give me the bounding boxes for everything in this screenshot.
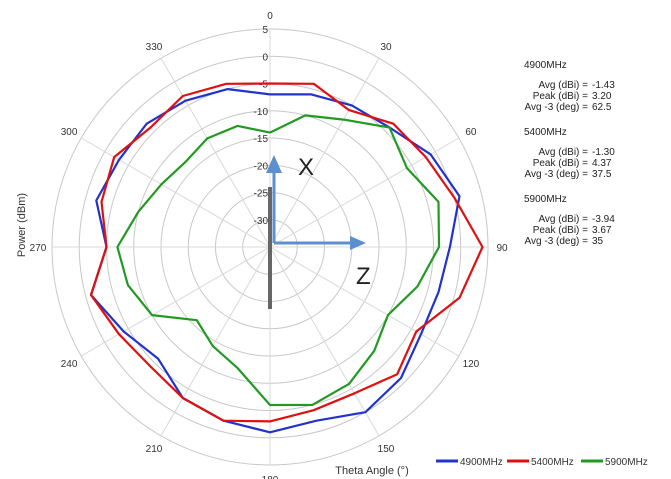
ring-label: -25 (254, 189, 269, 200)
polar-spoke (269, 137, 460, 248)
stats-row: Avg -3 (deg) = 62.5 (510, 102, 630, 113)
angle-label: 270 (30, 243, 47, 254)
stats-block: 5900MHz Avg (dBi) = -3.94 Peak (dBi) = 3.67 A… (510, 194, 630, 247)
angle-label: 240 (61, 359, 78, 370)
stats-value: -1.43 (592, 80, 615, 91)
ring-label: -10 (254, 107, 269, 118)
angle-label: 0 (267, 11, 273, 22)
stats-block: 4900MHz Avg (dBi) = -1.43 Peak (dBi) = 3.20 A… (510, 60, 630, 113)
stats-row: Avg (dBi) = -3.94 (510, 214, 630, 225)
stats-row: Peak (dBi) = 4.37 (510, 158, 630, 169)
y-axis-title: Power (dBm) (16, 193, 28, 257)
polar-spoke (160, 57, 271, 248)
stats-label: Avg -3 (deg) = (524, 102, 588, 113)
stats-row: Avg (dBi) = -1.43 (510, 80, 630, 91)
x-axis-title: Theta Angle (°) (335, 465, 409, 477)
legend-label: 4900MHz (460, 457, 503, 468)
stats-series-name: 5900MHz (524, 194, 567, 205)
z-arrow-head (350, 236, 366, 250)
stats-value: 62.5 (592, 102, 612, 113)
x-arrow-label: X (298, 154, 314, 181)
polar-spoke (160, 246, 271, 437)
angle-label: 300 (61, 127, 78, 138)
stats-label: Peak (dBi) = (532, 158, 588, 169)
stats-row: Avg -3 (deg) = 37.5 (510, 169, 630, 180)
stats-label: Avg (dBi) = (538, 214, 588, 225)
stats-row: Avg -3 (deg) = 35 (510, 236, 630, 247)
series-line-5400MHz (89, 82, 484, 423)
stats-label: Avg (dBi) = (538, 147, 588, 158)
angle-label: 330 (146, 42, 163, 53)
angle-label: 60 (465, 127, 477, 138)
angle-label: 210 (146, 444, 163, 455)
stats-value: 3.20 (592, 91, 612, 102)
angle-label: 150 (378, 444, 395, 455)
stats-row: Peak (dBi) = 3.20 (510, 91, 630, 102)
stats-label: Avg -3 (deg) = (524, 169, 588, 180)
angle-label: 180 (262, 475, 279, 479)
stats-series-name: 5400MHz (524, 127, 567, 138)
stats-panel: 4900MHz Avg (dBi) = -1.43 Peak (dBi) = 3.20 A… (510, 60, 630, 261)
stats-row: Avg (dBi) = -1.30 (510, 147, 630, 158)
stats-label: Peak (dBi) = (532, 91, 588, 102)
series-line-4900MHz (89, 87, 461, 434)
legend-label: 5400MHz (531, 457, 574, 468)
polar-spoke (80, 137, 271, 248)
angle-label: 30 (380, 42, 392, 53)
stats-label: Peak (dBi) = (532, 225, 588, 236)
stats-value: -1.30 (592, 147, 615, 158)
stats-value: -3.94 (592, 214, 615, 225)
polar-spoke (269, 246, 380, 437)
polar-spoke (269, 57, 380, 248)
stats-value: 37.5 (592, 169, 612, 180)
legend-label: 5900MHz (605, 457, 648, 468)
polar-spoke (269, 246, 460, 357)
angle-label: 90 (496, 243, 508, 254)
ring-label: -20 (254, 161, 269, 172)
polar-spoke (80, 246, 271, 357)
series-line-5900MHz (116, 114, 441, 407)
ring-label: -5 (259, 80, 268, 91)
stats-value: 35 (592, 236, 604, 247)
antenna-bar (268, 187, 272, 309)
stats-value: 3.67 (592, 225, 612, 236)
stats-series-name: 4900MHz (524, 60, 567, 71)
ring-label: 5 (262, 25, 268, 36)
stats-row: Peak (dBi) = 3.67 (510, 225, 630, 236)
stats-value: 4.37 (592, 158, 612, 169)
ring-label: -30 (254, 216, 269, 227)
x-arrow-head (266, 155, 282, 173)
ring-label: 0 (262, 52, 268, 63)
stats-block: 5400MHz Avg (dBi) = -1.30 Peak (dBi) = 4.37 A… (510, 127, 630, 180)
z-arrow-label: Z (356, 263, 371, 290)
stats-label: Avg -3 (deg) = (524, 236, 588, 247)
angle-label: 120 (463, 359, 480, 370)
ring-label: -15 (254, 134, 269, 145)
stats-label: Avg (dBi) = (538, 80, 588, 91)
